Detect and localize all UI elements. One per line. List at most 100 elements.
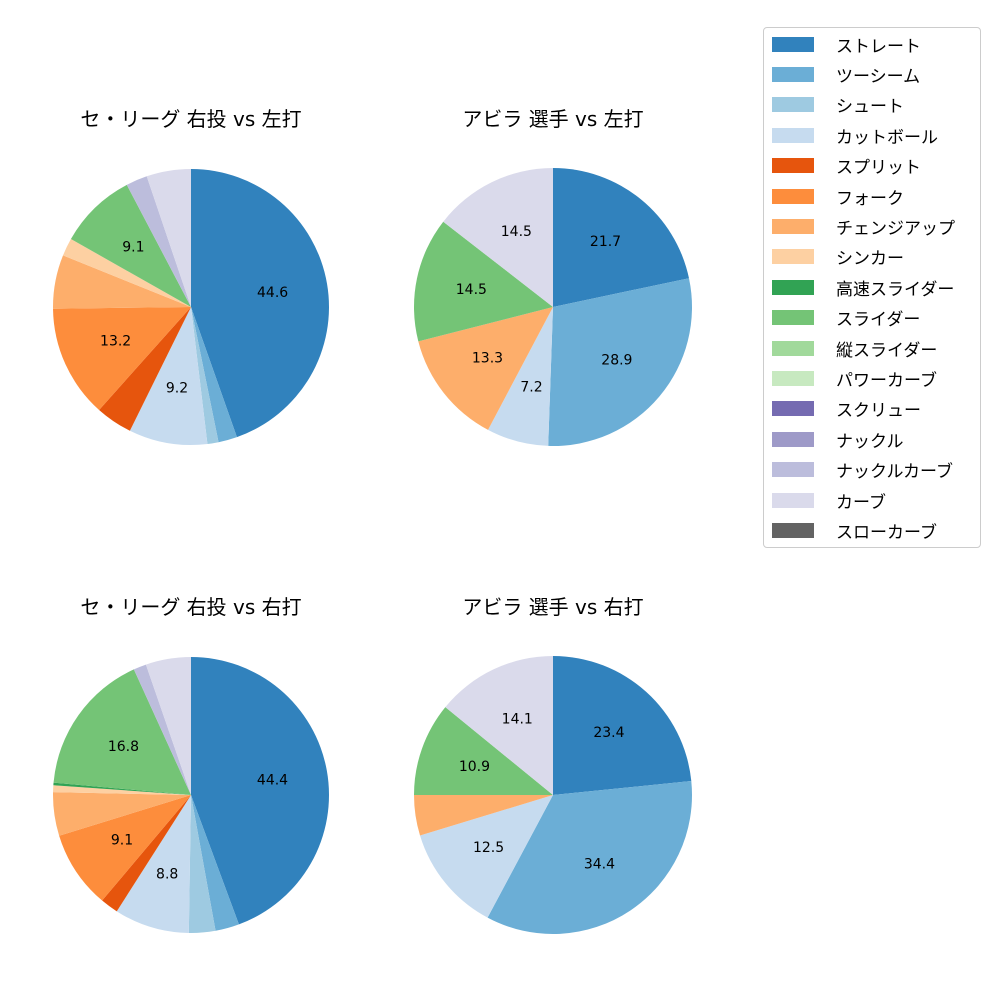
pie-slice — [70, 184, 191, 307]
legend-label: チェンジアップ — [836, 218, 955, 239]
pie-slice — [548, 278, 692, 447]
legend-item: フォーク — [772, 186, 904, 209]
chart-title: セ・リーグ 右投 vs 左打 — [80, 107, 302, 131]
legend-item: シュート — [772, 95, 904, 118]
slice-value-label: 7.2 — [520, 380, 542, 396]
pie-slice — [53, 255, 191, 309]
pie-slice — [191, 795, 239, 931]
legend-item: スプリット — [772, 156, 921, 179]
pie-slice — [102, 795, 191, 912]
slice-value-label: 9.1 — [122, 240, 144, 256]
legend: ストレートツーシームシュートカットボール スプリットフォークチェンジアップ シンカー… — [763, 27, 981, 548]
legend-swatch — [772, 462, 814, 478]
pie-panel-avila-vs-right: アビラ 選手 vs 右打 23.4 34.4 12.5 10.9 14.1 — [393, 588, 713, 948]
legend-swatch — [772, 401, 814, 417]
legend-swatch — [772, 492, 814, 508]
legend-label: シンカー — [836, 249, 904, 270]
legend-label: シュート — [836, 97, 904, 118]
pie-slice — [191, 169, 329, 438]
pie-slice — [488, 307, 553, 446]
legend-item: ナックル — [772, 429, 904, 452]
pie-slice — [443, 168, 553, 307]
slice-value-label: 16.8 — [108, 739, 139, 755]
pie-slice — [146, 169, 191, 307]
pie-slice — [129, 307, 208, 445]
slice-value-label: 9.2 — [166, 381, 188, 397]
pie-slice — [418, 307, 553, 430]
legend-label: フォーク — [836, 188, 904, 209]
slice-value-label: 13.2 — [100, 333, 131, 349]
legend-label: ナックルカーブ — [836, 462, 953, 483]
legend-swatch — [772, 36, 814, 52]
slice-value-label: 44.4 — [257, 772, 288, 788]
slice-value-label: 14.1 — [502, 712, 533, 728]
legend-item: スクリュー — [772, 399, 921, 422]
legend-swatch — [772, 218, 814, 234]
pie-slice — [53, 307, 191, 410]
legend-swatch — [772, 158, 814, 174]
legend-swatch — [772, 431, 814, 447]
legend-item: シンカー — [772, 247, 904, 270]
pie-panel-league-vs-left: セ・リーグ 右投 vs 左打 44.6 9.2 13.2 9.1 — [31, 100, 351, 460]
pie-slice — [414, 795, 553, 836]
pie-chart: 21.7 28.9 7.2 13.3 14.5 14.5 — [414, 168, 692, 447]
slice-value-label: 14.5 — [501, 224, 532, 240]
pie-slice — [191, 307, 237, 443]
legend-item: チェンジアップ — [772, 216, 955, 239]
pie-slice — [191, 307, 219, 445]
legend-swatch — [772, 340, 814, 356]
legend-label: カーブ — [836, 492, 886, 513]
pie-slice — [116, 795, 191, 933]
pie-slice — [553, 656, 692, 795]
legend-swatch — [772, 279, 814, 295]
pie-panel-avila-vs-left: アビラ 選手 vs 左打 21.7 28.9 7.2 13.3 14.5 14.5 — [393, 100, 713, 460]
chart-title: アビラ 選手 vs 右打 — [462, 595, 644, 619]
chart-title: アビラ 選手 vs 左打 — [462, 107, 644, 131]
legend-label: スクリュー — [836, 401, 921, 422]
pie-slice — [53, 782, 191, 795]
slice-value-label: 34.4 — [584, 856, 615, 872]
slice-value-label: 44.6 — [257, 285, 288, 301]
pie-panel-league-vs-right: セ・リーグ 右投 vs 右打 44.4 8.8 9.1 16.8 — [31, 588, 351, 948]
legend-label: ストレート — [836, 36, 921, 57]
slice-value-label: 9.1 — [111, 833, 133, 849]
pie-slice — [59, 795, 191, 901]
pie-slice — [420, 795, 553, 918]
slice-value-label: 13.3 — [472, 351, 503, 367]
legend-item: パワーカーブ — [772, 368, 937, 391]
pie-slice — [191, 657, 330, 925]
legend-label: ツーシーム — [836, 66, 921, 87]
slice-value-label: 10.9 — [459, 759, 490, 775]
pie-slice — [414, 221, 553, 342]
pie-slice — [126, 176, 191, 307]
legend-swatch — [772, 522, 814, 538]
legend-item: 縦スライダー — [772, 338, 937, 361]
pie-chart: 44.4 8.8 9.1 16.8 — [53, 657, 330, 933]
pie-chart: 23.4 34.4 12.5 10.9 14.1 — [414, 656, 692, 934]
slice-value-label: 21.7 — [590, 234, 621, 250]
pie-slice — [553, 168, 689, 307]
pie-slice — [487, 781, 692, 934]
legend-swatch — [772, 97, 814, 113]
pie-slice — [53, 669, 192, 795]
pie-slice — [414, 707, 553, 795]
legend-label: 高速スライダー — [836, 279, 955, 300]
legend-item: ストレート — [772, 34, 921, 57]
legend-item: カットボール — [772, 125, 938, 148]
legend-label: スライダー — [836, 310, 921, 331]
legend-item: カーブ — [772, 490, 886, 513]
legend-swatch — [772, 370, 814, 386]
pie-slice — [53, 785, 191, 795]
chart-title: セ・リーグ 右投 vs 右打 — [80, 595, 302, 619]
pie-slice — [53, 792, 191, 836]
slice-value-label: 14.5 — [456, 282, 487, 298]
legend-label: カットボール — [836, 127, 938, 148]
slice-value-label: 28.9 — [601, 353, 632, 369]
pie-slice — [188, 795, 216, 933]
pie-slice — [63, 239, 191, 307]
legend-label: スプリット — [836, 158, 921, 179]
legend-swatch — [772, 188, 814, 204]
legend-swatch — [772, 249, 814, 265]
legend-label: スローカーブ — [836, 522, 937, 543]
legend-item: ナックルカーブ — [772, 460, 953, 483]
